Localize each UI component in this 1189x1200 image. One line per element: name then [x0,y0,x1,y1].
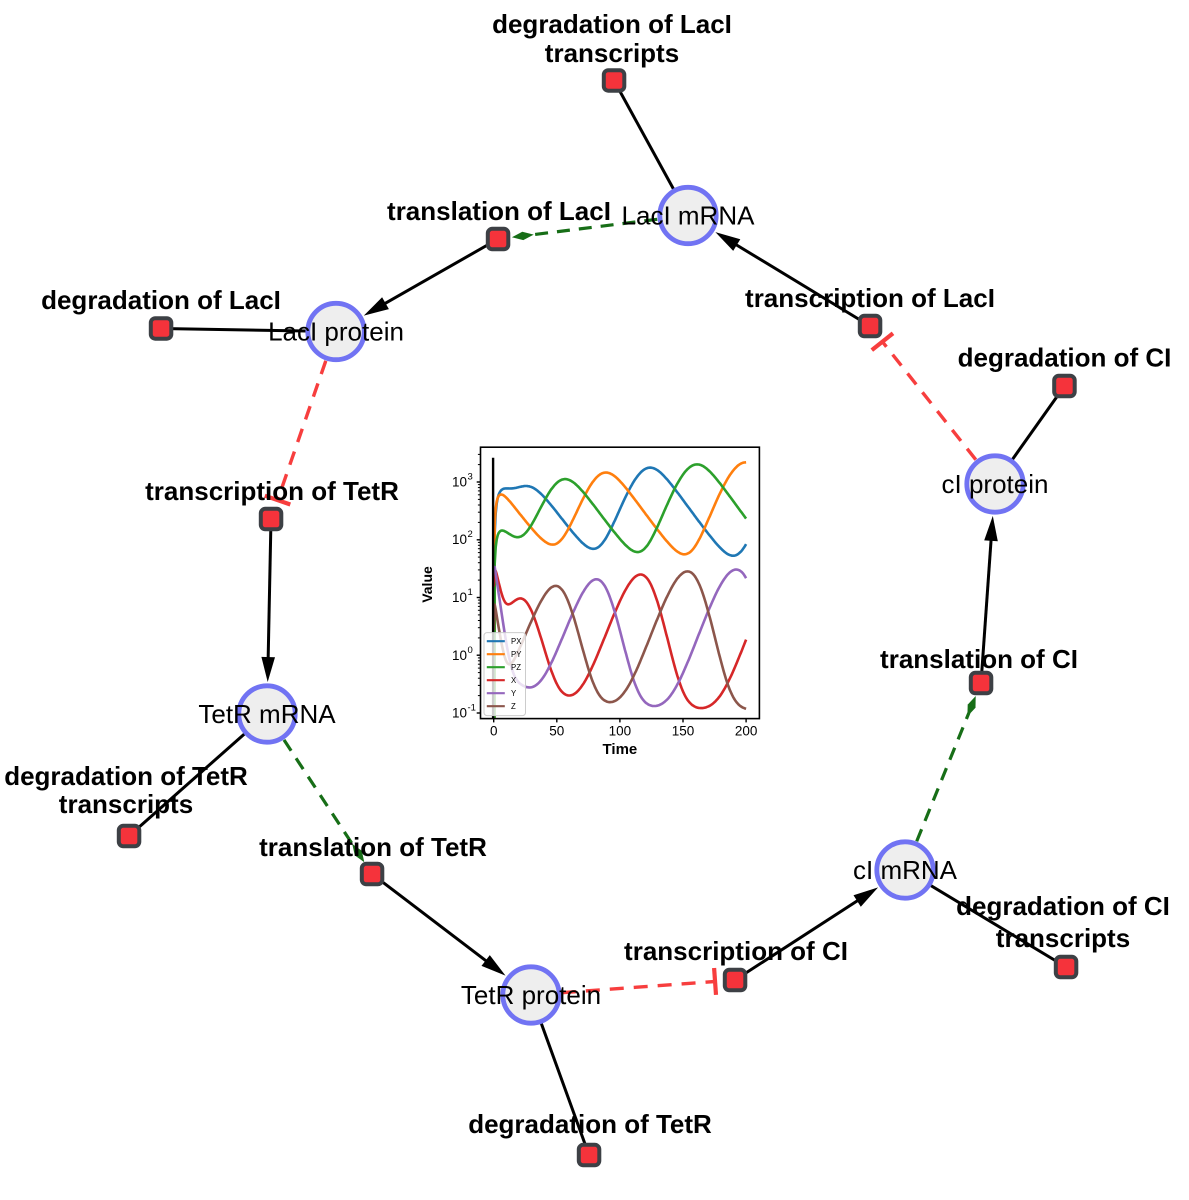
svg-text:cI protein: cI protein [942,469,1049,499]
svg-text:100: 100 [609,723,632,738]
svg-text:degradation of LacI: degradation of LacI [41,285,281,315]
svg-text:10: 10 [452,475,467,490]
svg-text:10: 10 [452,590,467,605]
svg-text:translation of LacI: translation of LacI [387,196,611,226]
svg-text:Y: Y [511,689,517,698]
svg-text:Z: Z [511,702,516,711]
svg-text:2: 2 [468,529,473,540]
svg-text:transcription of CI: transcription of CI [624,936,848,966]
svg-text:transcription of LacI: transcription of LacI [745,283,995,313]
svg-text:degradation of TetR: degradation of TetR [468,1109,712,1139]
svg-text:-1: -1 [468,703,476,714]
svg-text:transcripts: transcripts [996,923,1130,953]
svg-text:degradation of CI: degradation of CI [958,343,1172,373]
svg-text:degradation of LacI: degradation of LacI [492,9,732,39]
svg-text:50: 50 [549,723,564,738]
svg-text:TetR mRNA: TetR mRNA [198,699,336,729]
svg-text:degradation of CI: degradation of CI [956,891,1170,921]
svg-text:Time: Time [603,741,638,758]
svg-text:degradation of TetR: degradation of TetR [4,761,248,791]
svg-text:transcription of TetR: transcription of TetR [145,476,399,506]
svg-text:PY: PY [511,650,522,659]
svg-text:0: 0 [490,723,498,738]
svg-text:translation of TetR: translation of TetR [259,832,487,862]
svg-text:transcripts: transcripts [59,789,193,819]
svg-text:10: 10 [452,532,467,547]
svg-text:10: 10 [452,648,467,663]
svg-text:Value: Value [419,566,435,603]
svg-text:TetR protein: TetR protein [461,980,601,1010]
svg-text:200: 200 [735,723,758,738]
svg-text:X: X [511,676,517,685]
svg-text:150: 150 [672,723,695,738]
svg-text:PZ: PZ [511,663,521,672]
svg-text:PX: PX [511,637,522,646]
svg-text:translation of CI: translation of CI [880,644,1078,674]
svg-text:0: 0 [468,645,473,656]
svg-text:10: 10 [452,706,467,721]
svg-text:transcripts: transcripts [545,38,679,68]
svg-text:LacI protein: LacI protein [268,317,404,347]
svg-text:LacI mRNA: LacI mRNA [622,201,756,231]
svg-text:cI mRNA: cI mRNA [853,855,958,885]
svg-text:3: 3 [468,472,473,483]
svg-text:1: 1 [468,587,473,598]
